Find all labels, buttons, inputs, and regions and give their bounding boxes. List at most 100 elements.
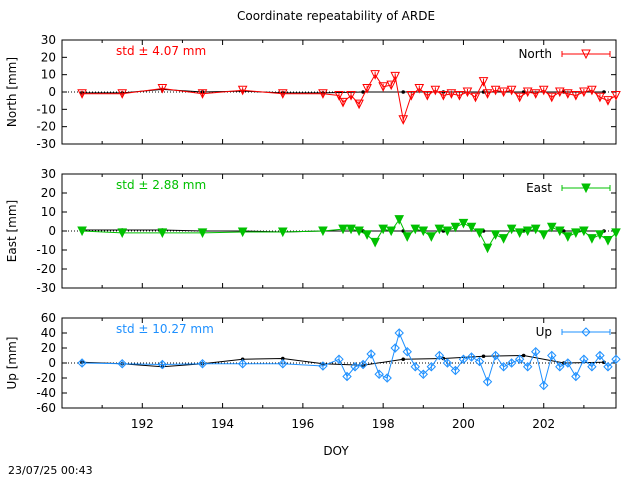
legend-label: Up [536, 325, 552, 339]
data-point [478, 77, 489, 87]
data-point [530, 89, 541, 99]
data-point [157, 359, 168, 370]
data-point [277, 89, 288, 99]
reference-point [361, 90, 365, 94]
data-point [474, 356, 485, 367]
data-point [490, 85, 501, 96]
data-point [547, 350, 557, 361]
y-tick-label: -20 [36, 371, 56, 385]
data-point [157, 84, 168, 94]
data-point [117, 228, 128, 239]
reference-point [401, 90, 406, 94]
data-point [538, 85, 549, 96]
data-point [482, 89, 493, 99]
chart-title: Coordinate repeatability of ARDE [237, 9, 435, 23]
data-point [587, 234, 597, 244]
data-point [422, 90, 433, 101]
legend-label: North [518, 47, 552, 61]
data-point [579, 87, 589, 98]
data-point [603, 236, 613, 246]
data-point [398, 115, 409, 125]
data-point [117, 89, 128, 99]
data-point [563, 358, 573, 368]
data-point [563, 232, 573, 242]
data-point [318, 361, 328, 371]
data-point [587, 85, 597, 96]
data-point [450, 365, 461, 376]
y-tick-label: 30 [41, 167, 56, 181]
data-point [354, 99, 364, 110]
y-tick-label: 20 [41, 341, 56, 355]
data-point [350, 362, 360, 372]
data-point [77, 226, 87, 237]
y-tick-label: -20 [36, 262, 56, 276]
data-point [571, 371, 581, 382]
reference-line [82, 354, 604, 368]
data-point [466, 352, 477, 362]
data-point [506, 224, 517, 235]
data-point [603, 96, 613, 106]
y-axis-label: Up [mm] [5, 337, 19, 390]
y-axis-label: North [mm] [5, 57, 19, 127]
data-point [611, 354, 621, 364]
data-point [539, 380, 549, 391]
reference-point [562, 229, 566, 233]
data-point [197, 228, 208, 239]
data-point [386, 80, 396, 91]
data-point [402, 347, 412, 357]
y-tick-label: 0 [48, 85, 56, 99]
y-axis-label: East [mm] [5, 200, 19, 262]
data-point [458, 218, 469, 229]
data-point [418, 369, 429, 379]
std-label: std ± 4.07 mm [116, 44, 206, 58]
data-point [554, 87, 565, 98]
data-point [530, 224, 541, 235]
reference-point [481, 354, 486, 359]
y-tick-label: 0 [48, 224, 56, 238]
std-label: std ± 10.27 mm [116, 322, 214, 336]
data-point [555, 362, 565, 372]
data-point [338, 224, 348, 235]
data-point [394, 328, 404, 338]
data-point [237, 85, 248, 96]
y-tick-label: -40 [36, 386, 56, 400]
data-point [442, 358, 453, 368]
data-point [197, 89, 208, 99]
y-tick-label: 30 [41, 33, 56, 47]
data-point [430, 85, 441, 96]
data-point [470, 92, 481, 103]
data-point [498, 87, 509, 98]
data-point [611, 90, 621, 101]
data-point [450, 222, 461, 233]
data-point [482, 377, 493, 387]
data-point [77, 89, 87, 99]
y-tick-label: -30 [36, 137, 56, 151]
data-point [426, 232, 437, 242]
x-tick-label: 192 [131, 417, 154, 431]
data-point [531, 347, 541, 357]
data-point [603, 362, 613, 372]
data-point [406, 90, 417, 101]
data-point [318, 89, 328, 99]
data-point [474, 228, 485, 239]
data-point [334, 90, 344, 101]
data-point [442, 226, 453, 237]
data-point [506, 85, 517, 96]
data-point [482, 243, 493, 254]
data-point [538, 230, 549, 240]
data-point [446, 89, 457, 99]
y-tick-label: 10 [41, 205, 56, 219]
y-tick-label: -10 [36, 102, 56, 116]
data-point [390, 71, 401, 82]
data-point [362, 230, 372, 240]
data-point [587, 362, 597, 372]
data-point [498, 362, 509, 372]
data-point [595, 230, 605, 240]
data-point [418, 226, 429, 237]
x-tick-label: 198 [372, 417, 395, 431]
legend-marker [581, 183, 591, 194]
data-point [237, 359, 248, 369]
data-point [434, 224, 445, 235]
data-point [554, 226, 565, 237]
